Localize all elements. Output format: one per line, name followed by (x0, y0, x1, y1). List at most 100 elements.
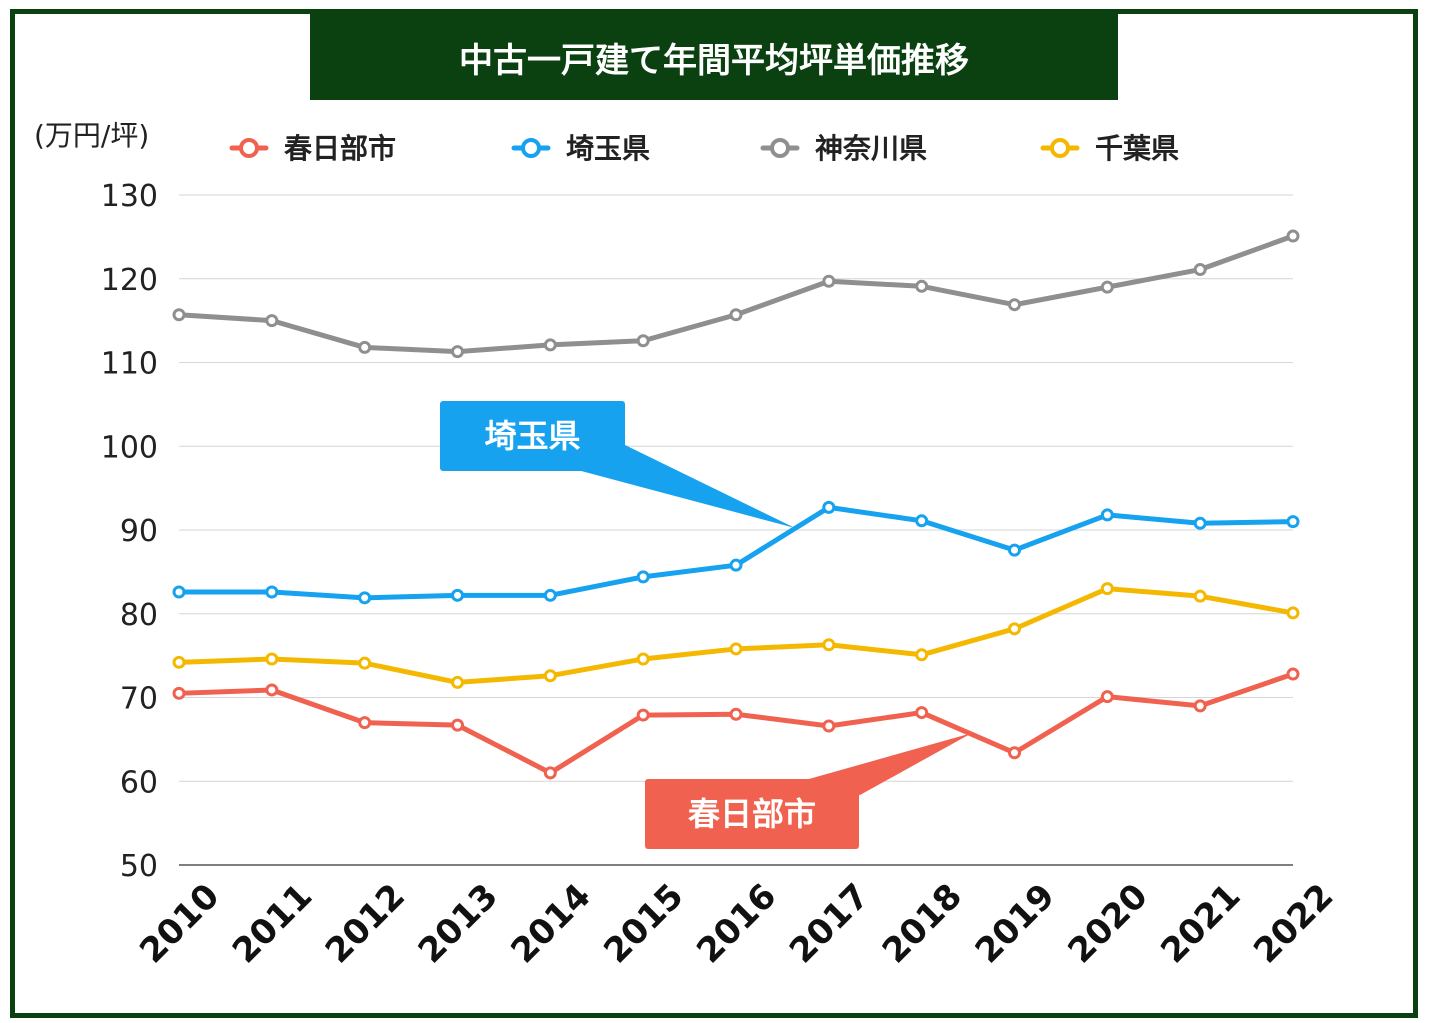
series-2 (172, 229, 1300, 359)
data-point-1-2022 (1286, 515, 1300, 529)
data-point-1-2010 (172, 585, 186, 599)
data-point-0-2019 (1008, 746, 1021, 760)
y-tick-label-50: 50 (120, 849, 158, 884)
data-point-0-2013 (451, 718, 464, 732)
data-point-0-2012 (358, 716, 372, 730)
series-0 (172, 667, 1300, 780)
data-point-0-2022 (1286, 667, 1300, 681)
data-point-3-2015 (636, 652, 650, 666)
series-line-3 (176, 586, 1296, 685)
data-point-3-2019 (1008, 622, 1021, 636)
grid-lines (179, 194, 1293, 866)
y-tick-label-110: 110 (101, 347, 158, 382)
data-point-3-2018 (915, 648, 929, 662)
callout-1: 春日部市 (645, 733, 972, 849)
legend-item-0: 春日部市 (229, 132, 396, 165)
legend-label: 神奈川県 (815, 132, 927, 165)
x-tick-label-2019: 2019 (968, 876, 1063, 971)
y-tick-label-60: 60 (120, 765, 158, 800)
x-tick-label-2017: 2017 (782, 876, 877, 971)
legend-label: 千葉県 (1095, 132, 1179, 165)
data-point-2-2012 (358, 340, 372, 354)
callout-box (440, 401, 625, 471)
data-point-2-2014 (543, 338, 557, 352)
y-tick-label-80: 80 (120, 598, 158, 633)
data-point-1-2014 (543, 588, 557, 602)
data-point-1-2013 (451, 588, 464, 602)
data-point-3-2022 (1286, 606, 1300, 620)
x-tick-label-2016: 2016 (689, 876, 784, 971)
data-point-1-2016 (729, 558, 743, 572)
x-axis-ticks: 2010201120122013201420152016201720182019… (132, 876, 1341, 971)
data-point-0-2011 (265, 683, 279, 697)
x-tick-label-2012: 2012 (318, 876, 413, 971)
data-point-1-2019 (1008, 543, 1021, 557)
callout-box (645, 779, 859, 849)
data-point-3-2011 (265, 652, 279, 666)
data-point-3-2013 (451, 675, 464, 689)
data-point-1-2020 (1100, 508, 1114, 522)
data-point-0-2018 (915, 706, 929, 720)
legend-item-1: 埼玉県 (511, 132, 650, 165)
series-line-0 (176, 671, 1296, 776)
data-point-0-2021 (1193, 699, 1207, 713)
data-point-2-2021 (1193, 263, 1207, 277)
callout-label: 春日部市 (688, 795, 816, 833)
data-point-2-2011 (265, 314, 279, 328)
x-tick-label-2022: 2022 (1246, 876, 1341, 971)
data-point-3-2020 (1100, 582, 1114, 596)
series-3 (172, 582, 1300, 689)
series-line-2 (176, 233, 1296, 355)
x-tick-label-2020: 2020 (1060, 876, 1155, 971)
data-point-2-2017 (822, 274, 836, 288)
data-point-1-2012 (358, 591, 372, 605)
data-point-2-2018 (915, 279, 929, 293)
data-point-1-2011 (265, 585, 279, 599)
data-point-1-2015 (636, 570, 650, 584)
y-tick-label-130: 130 (101, 179, 158, 214)
data-point-2-2020 (1100, 280, 1114, 294)
x-tick-label-2021: 2021 (1153, 876, 1248, 971)
data-point-1-2021 (1193, 516, 1207, 530)
data-point-0-2014 (543, 766, 557, 780)
series-lines (172, 229, 1300, 780)
data-point-2-2016 (729, 308, 743, 322)
series-1 (172, 500, 1300, 605)
callout-label: 埼玉県 (484, 417, 580, 455)
series-line-1 (176, 504, 1296, 601)
y-axis-unit-label: (万円/坪) (34, 119, 150, 152)
data-point-3-2016 (729, 642, 743, 656)
y-axis-ticks: 50 60 70 80 90 100 110 120 130 (101, 179, 158, 884)
data-point-0-2017 (822, 719, 836, 733)
legend-item-2: 神奈川県 (760, 132, 927, 165)
x-tick-label-2015: 2015 (596, 876, 691, 971)
y-tick-label-70: 70 (120, 682, 158, 717)
data-point-2-2010 (172, 308, 186, 322)
x-tick-label-2014: 2014 (503, 876, 598, 971)
data-point-1-2017 (822, 500, 836, 514)
legend-swatch-marker (521, 138, 541, 158)
y-tick-label-90: 90 (120, 514, 158, 549)
legend-label: 春日部市 (284, 132, 396, 165)
legend-swatch-marker (239, 138, 259, 158)
x-tick-label-2011: 2011 (225, 876, 320, 971)
data-point-2-2013 (451, 345, 464, 359)
data-point-0-2020 (1100, 690, 1114, 704)
data-point-3-2010 (172, 655, 186, 669)
data-point-2-2022 (1286, 229, 1300, 243)
data-point-3-2014 (543, 669, 557, 683)
y-tick-label-100: 100 (101, 430, 158, 465)
data-point-2-2019 (1008, 298, 1021, 312)
data-point-0-2015 (636, 708, 650, 722)
data-point-1-2018 (915, 514, 929, 528)
data-point-2-2015 (636, 334, 650, 348)
chart-title: 中古一戸建て年間平均坪単価推移 (310, 14, 1118, 100)
data-point-3-2012 (358, 656, 372, 670)
y-tick-label-120: 120 (101, 263, 158, 298)
x-tick-label-2010: 2010 (132, 876, 227, 971)
legend-swatch-marker (770, 138, 790, 158)
data-point-0-2016 (729, 707, 743, 721)
data-point-0-2010 (172, 686, 186, 700)
